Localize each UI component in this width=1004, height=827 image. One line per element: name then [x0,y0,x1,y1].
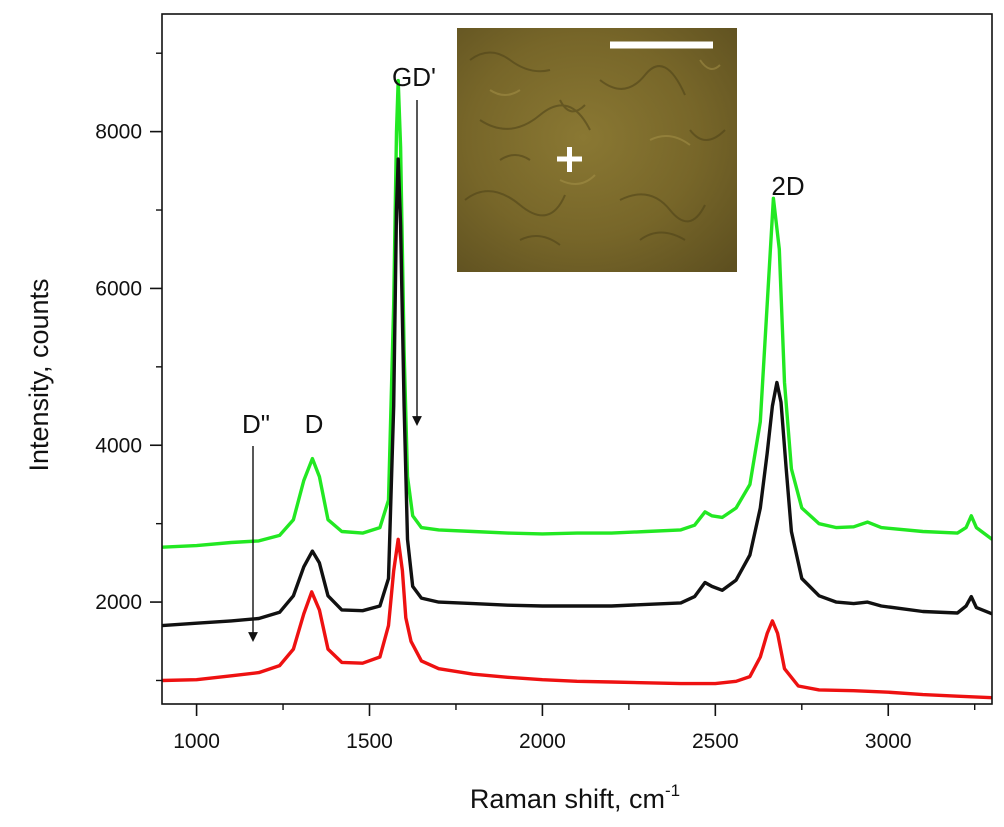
inset-image [457,28,737,272]
inset-texture [464,51,726,246]
plot-frame [161,13,993,705]
x-tick-label: 2500 [692,730,739,753]
series-line-3 [162,537,992,700]
x-tick-label: 1000 [173,730,220,753]
y-tick-label: 8000 [95,121,142,144]
annotation-d-double-prime: D" [242,409,270,439]
x-axis-label: Raman shift, cm-1 [470,781,680,814]
series-line-1 [162,78,992,549]
y-tick-label: 2000 [95,591,142,614]
x-axis-label-superscript: -1 [665,781,680,800]
annotation-2d: 2D [771,171,804,201]
y-axis-label: Intensity, counts [24,278,54,471]
series-layer [162,78,992,700]
x-axis-ticks: 1000 1500 2000 2500 3000 [173,704,976,753]
y-tick-label: 4000 [95,434,142,457]
x-tick-label: 1500 [346,730,393,753]
annotation-gd-prime: GD' [392,62,436,92]
x-tick-label: 3000 [865,730,912,753]
series-line-2 [162,157,992,628]
x-axis-label-text: Raman shift, cm [470,784,665,814]
inset-micrograph [457,28,737,272]
y-axis-ticks: 2000 4000 6000 8000 [95,52,162,682]
inset-highlights [489,59,721,185]
measurement-point-marker [557,147,582,172]
y-tick-label: 6000 [95,277,142,300]
x-tick-label: 2000 [519,730,566,753]
annotation-d: D [305,409,324,439]
